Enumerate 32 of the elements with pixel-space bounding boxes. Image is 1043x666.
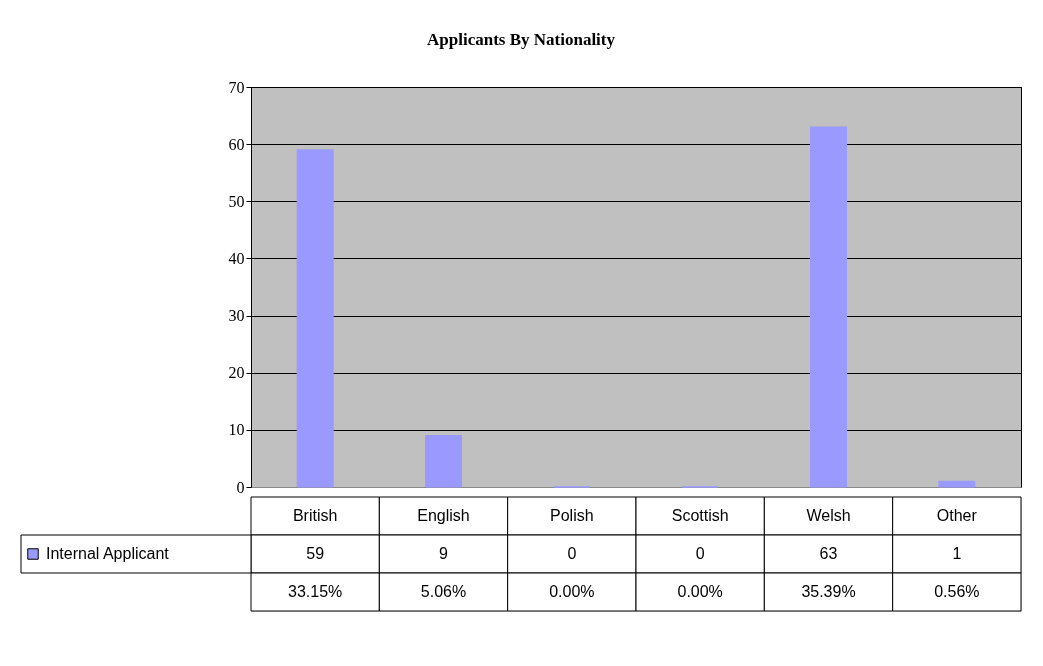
bar xyxy=(810,126,847,488)
text: 0.00% xyxy=(549,583,595,600)
chart-title: Applicants By Nationality xyxy=(427,29,616,49)
x-tick-label: Other xyxy=(936,507,978,524)
y-tick-label: 0 xyxy=(236,478,245,496)
y-tick-label: 60 xyxy=(228,135,245,153)
data-label: 59 xyxy=(306,545,325,562)
x-tick-label: British xyxy=(292,507,338,524)
bar xyxy=(296,149,334,488)
y-tick-label: 30 xyxy=(228,307,245,325)
bar xyxy=(938,480,976,488)
data-label: 63 xyxy=(819,545,838,562)
legend-label: Internal Applicant xyxy=(46,545,170,562)
text: 0.00% xyxy=(677,583,723,600)
text: 35.39% xyxy=(801,583,856,600)
y-tick-label: 50 xyxy=(228,192,245,210)
x-tick-label: Polish xyxy=(550,507,594,524)
y-tick-label: 70 xyxy=(228,78,245,96)
data-label: 9 xyxy=(439,545,449,562)
bar xyxy=(425,435,462,488)
x-tick-label: English xyxy=(417,507,470,524)
y-tick-label: 10 xyxy=(228,421,245,439)
text: 5.06% xyxy=(420,583,467,600)
x-tick-label: Welsh xyxy=(806,507,851,524)
data-label: 1 xyxy=(952,545,962,562)
y-tick-label: 40 xyxy=(228,249,245,267)
text: 33.15% xyxy=(288,583,343,600)
data-label: 0 xyxy=(567,545,577,562)
y-tick-label: 20 xyxy=(228,364,245,382)
data-label: 0 xyxy=(695,545,705,562)
x-tick-label: Scottish xyxy=(671,507,729,524)
text: 0.56% xyxy=(934,583,980,600)
